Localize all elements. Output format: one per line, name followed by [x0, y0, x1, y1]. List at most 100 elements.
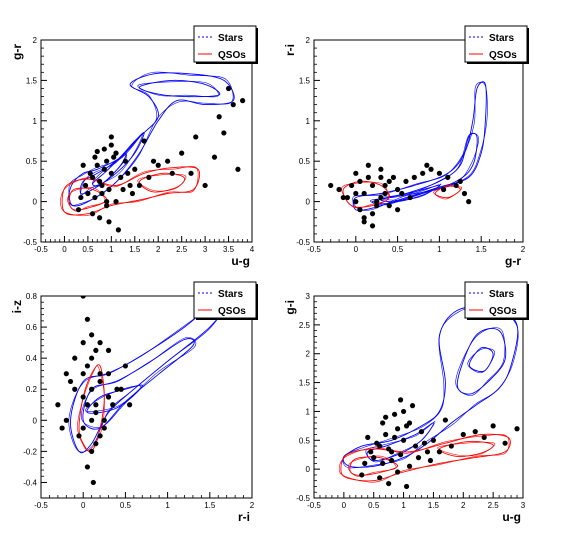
data-point [63, 417, 69, 423]
data-point [440, 186, 447, 193]
data-point [72, 386, 78, 392]
stars-contour-2-b [378, 183, 442, 201]
data-point [76, 433, 82, 439]
data-point [389, 457, 395, 464]
data-point [421, 440, 428, 446]
panel-ri-iz: -0.5 0 0.5 1 1.5 2 -0.4 -0.2 0 0.2 0.4 0.6 0.8 r-i i-z… [10, 281, 258, 524]
data-point [193, 134, 199, 140]
y-tick-label: 0.5 [299, 436, 311, 445]
qsos-contour-2 [438, 440, 494, 457]
data-point [94, 162, 100, 168]
data-point [349, 182, 355, 189]
x-tick-label: 2 [461, 501, 466, 510]
y-tick-label: 1 [306, 407, 311, 416]
data-point [357, 207, 363, 213]
stars-contour-2 [366, 422, 434, 461]
data-point [411, 174, 417, 180]
data-point [365, 174, 371, 180]
data-point [108, 170, 114, 176]
stars-contour-2-b [365, 421, 436, 463]
data-point [99, 182, 105, 189]
data-point [93, 347, 99, 353]
data-point [461, 190, 468, 197]
data-point [78, 194, 84, 201]
data-point [211, 154, 218, 160]
qsos-contour-2-b [437, 441, 496, 457]
data-point [427, 457, 434, 464]
x-tick-label: 0 [62, 245, 67, 254]
data-point [383, 414, 389, 420]
data-point [392, 411, 398, 417]
y-tick-label: 3 [306, 292, 311, 301]
data-point [362, 460, 368, 466]
data-point [85, 190, 91, 197]
legend-box [464, 25, 528, 63]
y-tick-label: 0.5 [26, 157, 38, 166]
legend-label-qsos: QSOs [218, 306, 246, 317]
y-axis-title: i-z [10, 300, 24, 313]
data-point [424, 162, 430, 168]
data-point [374, 203, 380, 209]
x-tick-label: 4 [250, 245, 255, 254]
x-tick-label: 0.5 [368, 501, 380, 510]
x-tick-label: 3 [203, 245, 208, 254]
data-point [84, 402, 91, 408]
data-point [120, 186, 126, 193]
x-tick-label: 2 [521, 245, 526, 254]
x-tick-label: 1.5 [476, 245, 488, 254]
stars-contour-0-b [352, 81, 488, 211]
y-tick-label: 2.5 [299, 321, 311, 330]
data-point [395, 207, 401, 213]
data-point [378, 194, 384, 201]
y-tick-label: -0.5 [23, 238, 37, 247]
data-point [97, 215, 103, 221]
y-tick-label: 0.4 [26, 354, 38, 363]
data-point [457, 178, 463, 184]
data-point [481, 434, 487, 440]
data-point [67, 378, 74, 385]
legend-box [193, 281, 257, 319]
plot-area [60, 71, 246, 233]
data-point [357, 178, 363, 184]
x-tick-label: 1.5 [204, 501, 216, 510]
data-point [75, 207, 82, 213]
x-tick-label: 2.5 [176, 245, 188, 254]
data-point [445, 174, 451, 180]
stars-contour-2-b [85, 385, 142, 412]
data-point [89, 174, 96, 180]
data-point [353, 190, 359, 197]
data-point [368, 449, 374, 455]
data-point [336, 186, 342, 193]
data-point [400, 408, 407, 415]
data-point [104, 199, 110, 205]
data-point [105, 371, 112, 377]
x-tick-label: 1 [165, 501, 170, 510]
data-point [111, 154, 117, 160]
data-point [386, 446, 392, 452]
data-point [84, 316, 91, 322]
data-point [101, 166, 107, 172]
y-tick-label: 0.8 [26, 292, 38, 301]
data-point [80, 425, 86, 431]
data-point [97, 371, 103, 377]
data-point [403, 483, 410, 490]
data-point [436, 170, 442, 176]
data-point [378, 166, 384, 172]
data-point [466, 199, 472, 205]
data-point [216, 114, 222, 120]
data-point [80, 394, 86, 400]
x-tick-label: 0.5 [392, 245, 404, 254]
y-tick-label: -0.5 [296, 238, 310, 247]
data-point [188, 170, 194, 176]
data-point [395, 186, 401, 193]
data-point [129, 190, 136, 197]
data-point [386, 178, 392, 184]
data-point [442, 417, 448, 423]
x-tick-label: -0.5 [34, 501, 48, 510]
qsos-contour-1-b [347, 455, 397, 477]
data-point [409, 403, 416, 409]
y-tick-label: 1.5 [26, 76, 38, 85]
data-point [230, 102, 236, 108]
data-point [390, 174, 397, 180]
x-tick-label: 0 [354, 245, 359, 254]
